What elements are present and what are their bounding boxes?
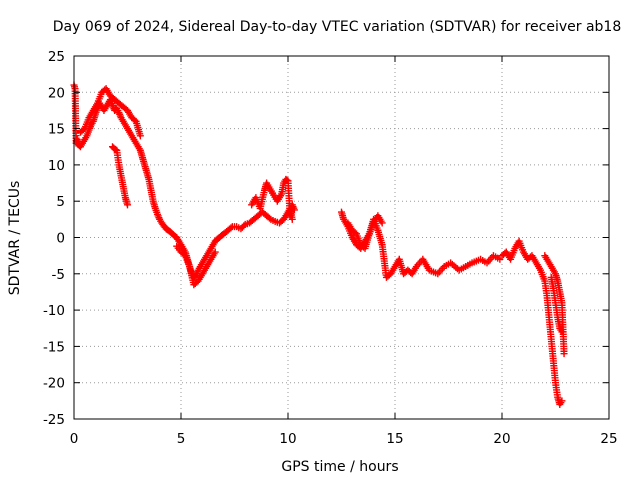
x-tick-label: 5: [177, 431, 186, 447]
x-tick-label: 15: [386, 431, 403, 447]
y-axis-title: SDTVAR / TECUs: [7, 181, 23, 296]
series: [547, 273, 566, 336]
grid: [74, 56, 609, 419]
x-tick-label: 20: [493, 431, 510, 447]
series: [344, 212, 386, 252]
data-point: [558, 328, 566, 336]
data-point: [558, 397, 566, 405]
x-tick-label: 25: [600, 431, 617, 447]
data-point: [211, 248, 219, 256]
series: [109, 143, 131, 209]
y-tick-label: 15: [48, 122, 65, 138]
series: [498, 237, 566, 408]
y-tick-label: 0: [56, 231, 65, 247]
y-tick-label: 5: [56, 194, 65, 210]
data-point: [227, 224, 235, 232]
data-point: [288, 215, 296, 223]
y-tick-label: 20: [48, 85, 65, 101]
y-tick-label: -20: [43, 376, 65, 392]
y-axis-ticks: -25 -20 -15 -10 -5 0 5 10 15 20 25: [43, 49, 609, 428]
x-tick-label: 0: [70, 431, 79, 447]
data-point: [124, 201, 131, 209]
chart-title: Day 069 of 2024, Sidereal Day-to-day VTE…: [53, 19, 622, 35]
y-tick-label: 25: [48, 49, 65, 65]
series: [173, 242, 219, 289]
data-point: [112, 146, 120, 154]
data-point: [378, 219, 386, 227]
data-point: [496, 255, 504, 263]
data-point: [265, 214, 273, 222]
y-tick-label: -5: [52, 267, 65, 283]
data-point: [283, 176, 291, 184]
y-tick-label: -25: [43, 412, 65, 428]
data-point: [136, 132, 144, 140]
series: [70, 81, 296, 281]
series: [248, 175, 298, 220]
data-point: [560, 350, 568, 358]
x-axis-ticks: 0 5 10 15 20 25: [70, 56, 618, 447]
data-points: [70, 81, 568, 408]
data-point: [290, 206, 298, 214]
x-tick-label: 10: [279, 431, 296, 447]
y-tick-label: -15: [43, 339, 65, 355]
x-axis-title: GPS time / hours: [281, 459, 398, 475]
y-tick-label: -10: [43, 303, 65, 319]
series: [76, 85, 144, 140]
y-tick-label: 10: [48, 158, 65, 174]
data-point: [240, 222, 248, 230]
